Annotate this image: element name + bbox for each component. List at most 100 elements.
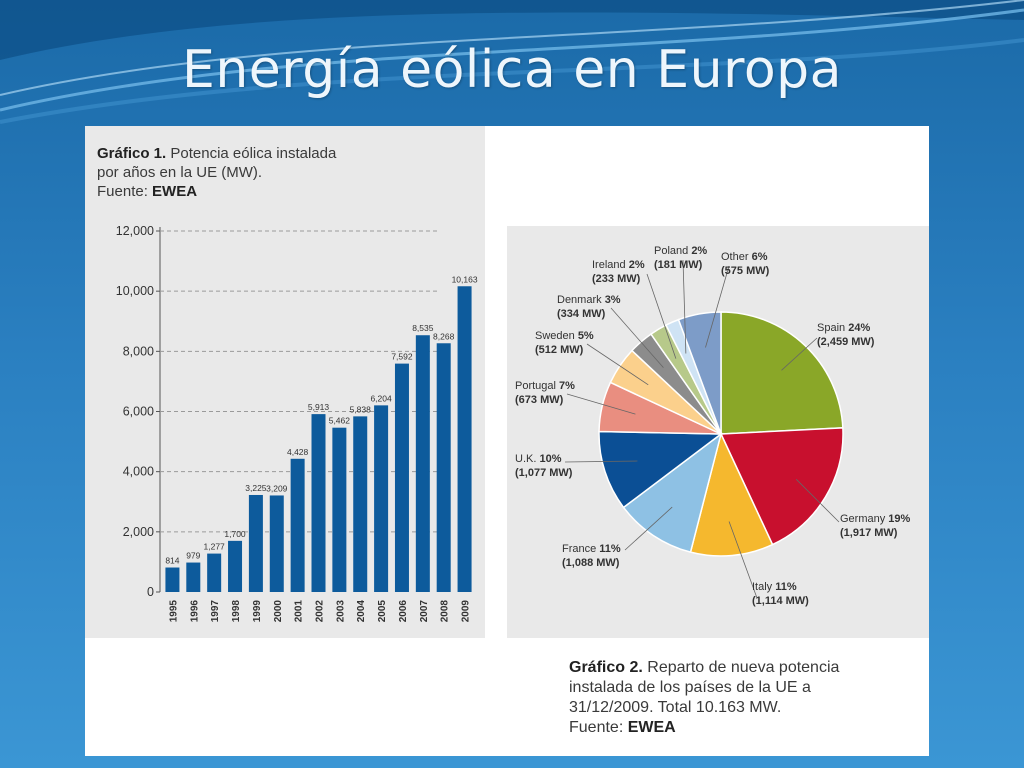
bar-value-label: 814 — [165, 556, 179, 566]
x-tick-label: 1997 — [210, 600, 221, 623]
bar — [248, 494, 263, 592]
bar — [207, 553, 222, 592]
x-tick-label: 2002 — [315, 600, 326, 623]
slide-title: Energía eólica en Europa — [181, 40, 843, 100]
caption2-text-line2: instalada de los países de la UE a — [569, 679, 811, 696]
caption1-source: EWEA — [152, 183, 198, 200]
x-tick-label: 1999 — [252, 600, 263, 623]
pie-chart: Spain 24% (2,459 MW) Germany 19% (1,917 MW)… — [515, 245, 911, 607]
bar-value-label: 8,535 — [412, 323, 434, 333]
pie-slice — [677, 311, 722, 435]
pie-label-mw: (2,459 MW) — [817, 336, 875, 348]
bar-value-label: 4,428 — [287, 447, 309, 457]
pie-leader-line — [781, 337, 818, 371]
caption2-text-line1: Reparto de nueva potencia — [647, 659, 840, 676]
bar-value-label: 6,204 — [370, 393, 392, 403]
bar — [311, 414, 326, 592]
y-tick-label: 8,000 — [123, 344, 154, 358]
pie-label-mw: (1,088 MW) — [562, 557, 620, 569]
y-tick-label: 6,000 — [123, 405, 154, 419]
chart-image-panel: Gráfico 1. Potencia eólica instalada por… — [85, 126, 929, 756]
pie-label-mw: (673 MW) — [515, 394, 564, 406]
pie-label-name: Other 6% — [721, 251, 768, 263]
bar-value-label: 3,209 — [266, 483, 288, 493]
pie-leader-line — [564, 460, 638, 463]
pie-label-name: Portugal 7% — [515, 380, 575, 392]
bar — [269, 495, 284, 592]
bar-chart: 0 2,000 4,000 6,000 8,000 10,000 12,000 814 1995… — [116, 224, 478, 623]
pie-leader-line — [566, 393, 636, 415]
pie-chart-caption: Gráfico 2. Reparto de nueva potencia ins… — [569, 658, 909, 738]
pie-label-name: Sweden 5% — [535, 330, 594, 342]
bar-value-label: 3,225 — [245, 483, 267, 493]
x-tick-label: 2006 — [398, 600, 409, 623]
pie-leader-line — [646, 273, 677, 359]
x-tick-label: 2005 — [377, 600, 388, 623]
caption1-text-line2: por años en la UE (MW). — [97, 164, 263, 181]
pie-label-mw: (233 MW) — [592, 273, 641, 285]
pie-label-pct: 6% — [752, 251, 768, 263]
bar — [290, 458, 305, 592]
x-tick-label: 2001 — [294, 600, 305, 623]
pie-label-country: France — [562, 543, 599, 555]
pie-label-pct: 3% — [605, 294, 621, 306]
caption2-source-label: Fuente: — [569, 719, 624, 736]
bar-value-label: 1,277 — [204, 542, 226, 552]
pie-label-mw: (1,917 MW) — [840, 527, 898, 539]
pie-label-pct: 19% — [888, 513, 910, 525]
pie-label-country: Ireland — [592, 259, 629, 271]
bar-chart-area: Gráfico 1. Potencia eólica instalada por… — [85, 126, 485, 638]
pie-label-pct: 10% — [539, 453, 561, 465]
pie-label-mw: (334 MW) — [557, 308, 606, 320]
pie-leader-line — [682, 259, 687, 354]
caption1-text-line1: Potencia eólica instalada — [170, 145, 337, 162]
pie-label-name: France 11% — [562, 543, 621, 555]
pie-label-pct: 2% — [629, 259, 645, 271]
y-tick-label: 2,000 — [123, 525, 154, 539]
bar — [332, 427, 347, 592]
bar — [186, 562, 201, 592]
pie-slice — [720, 311, 844, 435]
pie-label-country: Denmark — [557, 294, 605, 306]
x-tick-label: 2007 — [419, 600, 430, 623]
x-tick-label: 2004 — [356, 600, 367, 623]
pie-leader-line — [610, 307, 664, 368]
pie-slice — [689, 431, 774, 557]
pie-leader-line — [705, 265, 730, 348]
bar — [353, 416, 368, 592]
pie-label-pct: 11% — [775, 581, 797, 593]
pie-label-name: Germany 19% — [840, 513, 911, 525]
decorative-waves — [0, 0, 1024, 124]
pie-slice — [719, 427, 844, 546]
pie-label-name: Spain 24% — [817, 322, 870, 334]
bar — [415, 335, 430, 592]
pie-label-name: Denmark 3% — [557, 294, 621, 306]
pie-label-country: Other — [721, 251, 752, 263]
y-tick-label: 10,000 — [116, 284, 154, 298]
pie-label-pct: 2% — [691, 245, 707, 257]
pie-leader-line — [624, 506, 673, 551]
bar — [228, 540, 243, 592]
bar — [165, 567, 180, 592]
y-tick-label: 12,000 — [116, 224, 154, 238]
pie-chart-area: Spain 24% (2,459 MW) Germany 19% (1,917 MW)… — [507, 226, 929, 638]
pie-label-country: Italy — [752, 581, 775, 593]
caption2-text-line3: 31/12/2009. Total 10.163 MW. — [569, 699, 782, 716]
bar-value-label: 8,268 — [433, 331, 455, 341]
pie-label-country: Sweden — [535, 330, 578, 342]
pie-label-mw: (1,077 MW) — [515, 467, 573, 479]
bar-value-label: 979 — [186, 551, 200, 561]
bar-value-label: 5,913 — [308, 402, 330, 412]
pie-label-pct: 11% — [599, 543, 621, 555]
x-tick-label: 1996 — [189, 600, 200, 623]
pie-label-mw: (512 MW) — [535, 344, 584, 356]
pie-label-country: Germany — [840, 513, 888, 525]
x-tick-label: 2000 — [273, 600, 284, 623]
pie-label-mw: (1,114 MW) — [752, 595, 809, 607]
caption2-source: EWEA — [627, 719, 676, 736]
pie-label-name: Poland 2% — [654, 245, 707, 257]
pie-label-pct: 5% — [578, 330, 594, 342]
bar — [436, 343, 451, 592]
pie-leader-line — [728, 521, 758, 599]
x-tick-label: 1998 — [231, 600, 242, 623]
